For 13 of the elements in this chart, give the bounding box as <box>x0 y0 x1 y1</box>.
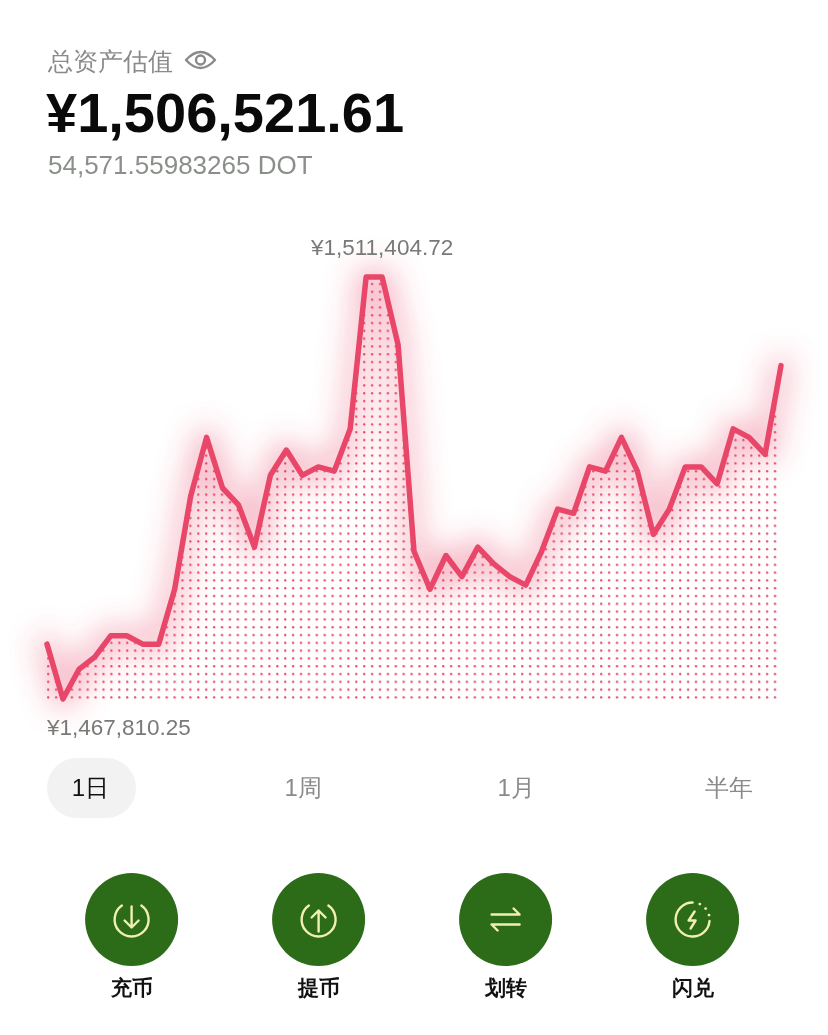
text: 54,571.55983265 DOT <box>48 150 313 180</box>
chart-title: 总资产估值 <box>47 47 173 75</box>
annotation: ¥1,467,810.25 <box>46 715 191 740</box>
text: 闪兑 <box>671 976 715 999</box>
text: 1日 <box>71 774 110 801</box>
text: 提币 <box>296 976 340 999</box>
text: 1月 <box>497 774 535 801</box>
text: 半年 <box>704 774 753 801</box>
text: 1周 <box>284 774 322 801</box>
text: 充币 <box>109 976 153 999</box>
annotation: ¥1,511,404.72 <box>309 235 454 260</box>
text: 划转 <box>483 976 527 999</box>
chart-subtitle: ¥1,506,521.61 <box>46 81 405 144</box>
